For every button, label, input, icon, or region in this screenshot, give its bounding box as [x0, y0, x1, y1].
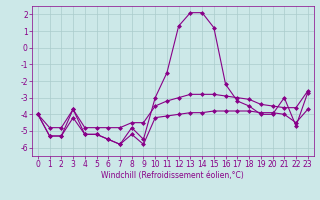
X-axis label: Windchill (Refroidissement éolien,°C): Windchill (Refroidissement éolien,°C): [101, 171, 244, 180]
